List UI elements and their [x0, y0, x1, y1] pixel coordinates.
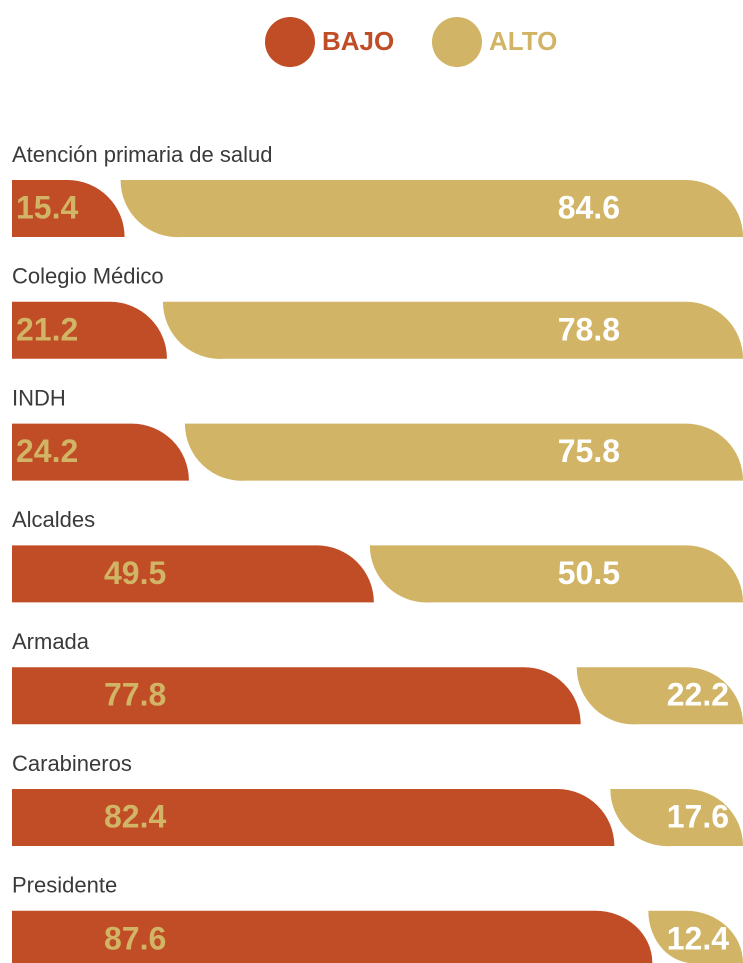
bar-segment: [369, 545, 743, 603]
value-label: 87.6: [104, 920, 166, 956]
bar-segment: [576, 667, 743, 725]
bar-segment: [12, 301, 167, 359]
bar-segment: [12, 910, 653, 963]
bar-segment: [12, 789, 615, 846]
bar-segment: [12, 423, 189, 481]
category-label: Carabineros: [12, 751, 132, 776]
value-label: 77.8: [104, 677, 166, 713]
value-label: 84.6: [558, 189, 620, 225]
value-label: 75.8: [558, 433, 620, 469]
bar-segment: [12, 667, 581, 725]
value-label: 50.5: [558, 555, 620, 591]
category-label: Presidente: [12, 873, 117, 898]
value-label: 12.4: [667, 920, 729, 956]
bar-segment: [120, 180, 743, 238]
bar-segment: [184, 423, 743, 481]
category-label: INDH: [12, 385, 66, 410]
value-label: 24.2: [16, 433, 78, 469]
bar-segment: [610, 789, 743, 847]
value-label: 78.8: [558, 311, 620, 347]
category-label: Armada: [12, 629, 90, 654]
legend-swatch: [265, 17, 315, 67]
legend-swatch: [432, 17, 482, 67]
category-label: Colegio Médico: [12, 264, 164, 289]
legend-label: BAJO: [322, 26, 394, 56]
value-label: 21.2: [16, 311, 78, 347]
value-label: 17.6: [667, 798, 729, 834]
legend-label: ALTO: [489, 26, 557, 56]
bar-segment: [162, 301, 743, 359]
category-label: Alcaldes: [12, 507, 95, 532]
bar-segment: [12, 180, 125, 237]
category-label: Atención primaria de salud: [12, 142, 272, 167]
value-label: 15.4: [16, 189, 78, 225]
bar-segment: [12, 545, 374, 603]
value-label: 49.5: [104, 555, 166, 591]
bar-segment: [648, 910, 743, 963]
value-label: 82.4: [104, 798, 166, 834]
value-label: 22.2: [667, 677, 729, 713]
